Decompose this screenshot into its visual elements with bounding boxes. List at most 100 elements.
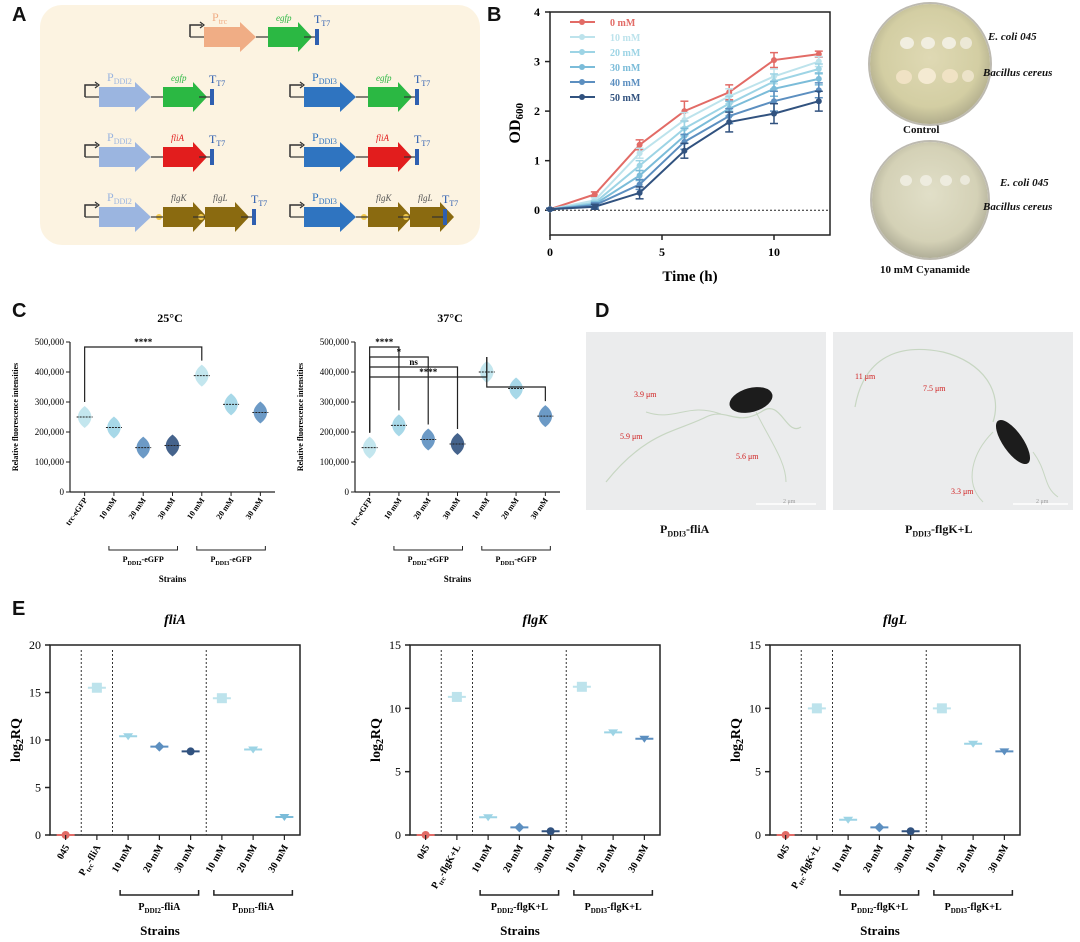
group-label: PDDI2-fliA — [138, 902, 181, 915]
group-label: PDDI3-flgK+L — [945, 902, 1002, 915]
x-tick-label: 30 mM — [173, 843, 198, 875]
violin-1 — [392, 414, 406, 437]
y-axis-label: log2RQ — [9, 718, 26, 762]
x-tick-label: 30 mM — [266, 843, 291, 875]
data-point — [815, 75, 822, 82]
x-tick-label: trc-eGFP — [64, 496, 90, 527]
chart-title: fliA — [164, 613, 186, 628]
pddi3-row0-promoter-arrowhead — [299, 81, 305, 89]
group-bracket — [839, 890, 920, 896]
sig-label: ns — [409, 357, 418, 367]
y-tick-label: 300,000 — [320, 397, 350, 407]
x-tick-label: 20 mM — [412, 496, 434, 521]
ptrc-promoter-arrowhead — [199, 21, 205, 29]
legend-label: 30 mM — [610, 63, 641, 74]
group-label: PDDI2-eGFP — [408, 555, 449, 567]
pddi2-row1-promoter-arrow — [99, 142, 151, 172]
x-tick-label: 045 — [775, 843, 792, 861]
data-point — [771, 85, 777, 92]
x-tick-label: 20 mM — [235, 843, 260, 875]
y-axis-label: log2RQ — [369, 718, 386, 762]
group-bracket — [933, 890, 1014, 896]
pddi3-row1-promoter-arrow — [304, 142, 356, 172]
y-tick-label: 15 — [749, 638, 761, 652]
scale-flia: 2 μm — [783, 499, 796, 505]
measure-flia-3: 5.6 μm — [736, 452, 759, 461]
legend-marker — [579, 94, 585, 100]
egfp-l0-arrow — [163, 82, 207, 112]
y-tick-label: 300,000 — [35, 397, 65, 407]
x-tick-label: 045 — [55, 843, 72, 861]
x-tick-label: 0 — [547, 245, 553, 259]
x-tick-label: Ptrc-flgK+L — [789, 843, 825, 892]
t7-r0-label: TT7 — [414, 72, 430, 88]
legend-marker — [579, 49, 585, 55]
data-point — [591, 191, 598, 198]
x-tick-label: 20 mM — [214, 496, 236, 521]
data-point — [681, 147, 688, 154]
y-tick-label: 10 — [749, 701, 761, 715]
t7-flg-r-terminator — [443, 209, 447, 225]
x-tick-label: 20 mM — [955, 843, 980, 875]
caption-flia-sub: DDI3 — [667, 529, 687, 539]
pddi3-row1-promoter-label: PDDI3 — [312, 130, 337, 146]
x-tick-label: 30 mM — [529, 496, 551, 521]
x-tick-label: 10 mM — [924, 843, 949, 875]
control-bacillus-label: Bacillus cereus — [983, 67, 1053, 79]
ptrc-promoter-arrow — [204, 22, 256, 52]
data-point — [771, 98, 777, 105]
t7-flg-l-terminator — [252, 209, 256, 225]
flia-r1-arrow — [368, 142, 412, 172]
caption-flgkl-sub: DDI3 — [912, 529, 932, 539]
pddi3-row0-promoter-arrow — [304, 82, 356, 112]
growth-curve-chart: 0 1 2 3 4 0 5 10 Time (h) OD600 0 mM 10 mM 20 mM 30 m… — [507, 5, 831, 285]
y-tick-label: 500,000 — [35, 337, 65, 347]
flgl-l-label: flgL — [213, 193, 228, 203]
y-tick-label: 3 — [534, 55, 540, 69]
data-point — [608, 729, 619, 737]
x-tick-label: 10 mM — [830, 843, 855, 875]
group-label: PDDI2-flgK+L — [491, 902, 548, 915]
caption-flgkl-p: P — [905, 522, 913, 536]
chart-title: 37°C — [437, 311, 462, 325]
x-tick-label: Ptrc-flgK+L — [429, 843, 465, 892]
pddi3-row0-promoter-line — [289, 84, 302, 97]
y-axis-label: Relative fluorescence intensities — [296, 363, 305, 471]
data-point — [639, 735, 650, 743]
t7-flg-r-label: TT7 — [442, 192, 458, 208]
sig-bracket — [486, 357, 546, 402]
control-label: Control — [903, 124, 940, 136]
y-tick-label: 200,000 — [35, 427, 65, 437]
pddi3-row1-promoter-arrowhead — [299, 141, 305, 149]
pddi2-row0-promoter-label: PDDI2 — [107, 70, 132, 86]
y-tick-label: 0 — [755, 828, 761, 842]
flgl-l-arrow — [205, 202, 249, 232]
x-tick-label: 20 mM — [595, 843, 620, 875]
caption-flia-suffix: -fliA — [686, 522, 710, 536]
x-tick-label: 10 mM — [470, 843, 495, 875]
panel-letter-c: C — [12, 300, 27, 322]
group-bracket — [393, 546, 463, 551]
t7-top-terminator — [315, 29, 319, 45]
caption-flia: PDDI3-fliA — [660, 522, 709, 538]
sig-label: **** — [134, 337, 153, 347]
data-point — [91, 682, 102, 693]
pddi2-row1-promoter-label: PDDI2 — [107, 130, 132, 146]
data-point — [636, 141, 643, 148]
group-bracket — [108, 546, 178, 551]
chart-title: 25°C — [157, 311, 182, 325]
y-tick-label: 5 — [35, 781, 41, 795]
x-tick-label: 10 mM — [470, 496, 492, 521]
x-tick-label: 5 — [659, 245, 665, 259]
data-point — [636, 172, 643, 179]
pddi2-row0-promoter-arrowhead — [94, 81, 100, 89]
t7-r1-terminator — [415, 149, 419, 165]
x-tick-label: 30 mM — [533, 843, 558, 875]
ptrc-promoter-label: Ptrc — [212, 10, 228, 26]
pddi3-flg-promoter-line — [289, 204, 302, 217]
legend-marker — [579, 64, 585, 70]
violin-2 — [421, 428, 435, 451]
sig-bracket — [84, 346, 203, 402]
